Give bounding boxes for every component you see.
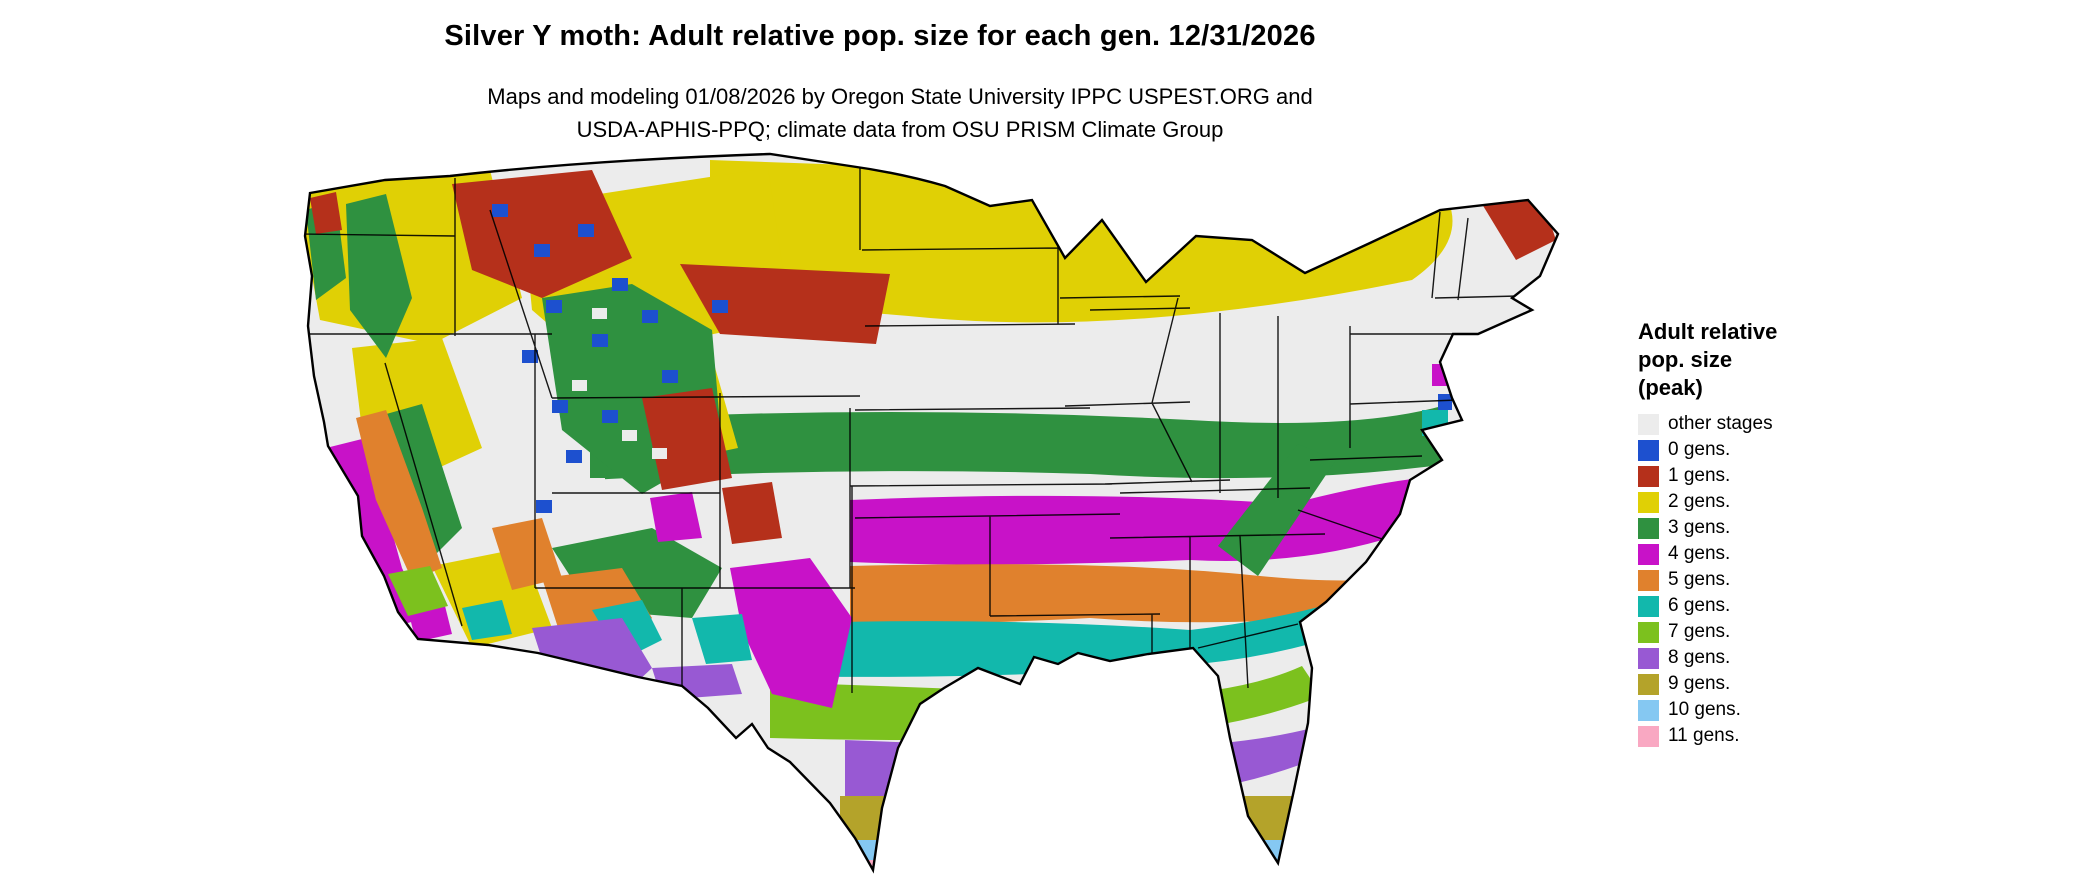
legend-swatch <box>1638 543 1659 565</box>
band-4-gens <box>850 476 1462 565</box>
west-7-gens-patch <box>388 566 448 616</box>
legend-item-label: 6 gens. <box>1668 595 1731 616</box>
legend-item: other stages <box>1638 411 1888 437</box>
appalachian-3-gens-patch <box>1218 444 1336 576</box>
legend-item: 2 gens. <box>1638 489 1888 515</box>
subtitle-line-2: USDA-APHIS-PPQ; climate data from OSU PR… <box>576 117 1224 142</box>
maine-1-gens-patch <box>1482 198 1556 260</box>
legend-item-label: 11 gens. <box>1668 725 1740 746</box>
legend-swatch <box>1638 647 1659 669</box>
legend-item: 4 gens. <box>1638 541 1888 567</box>
legend-item-label: other stages <box>1668 413 1773 434</box>
legend-item: 3 gens. <box>1638 515 1888 541</box>
subtitle-line-1: Maps and modeling 01/08/2026 by Oregon S… <box>487 84 1313 109</box>
band-9-gens <box>840 796 1340 842</box>
west-0-gens-speckles <box>492 204 728 513</box>
legend-item: 9 gens. <box>1638 671 1888 697</box>
legend-item-label: 1 gens. <box>1668 465 1731 486</box>
legend-swatch <box>1638 595 1659 617</box>
band-5-gens <box>850 564 1426 624</box>
us-outline <box>303 152 1560 874</box>
legend-swatch <box>1638 699 1659 721</box>
legend-item-label: 5 gens. <box>1668 569 1731 590</box>
legend-item: 8 gens. <box>1638 645 1888 671</box>
legend-item-label: 9 gens. <box>1668 673 1731 694</box>
legend-item-label: 8 gens. <box>1668 647 1731 668</box>
legend-swatch <box>1638 465 1659 487</box>
map-area <box>290 148 1590 892</box>
legend-item-label: 0 gens. <box>1668 439 1731 460</box>
legend-swatch <box>1638 569 1659 591</box>
legend-title-line-2: pop. size <box>1638 347 1733 372</box>
us-map <box>303 152 1560 874</box>
legend-swatch <box>1638 439 1659 461</box>
legend-item-label: 10 gens. <box>1668 699 1741 720</box>
page-subtitle: Maps and modeling 01/08/2026 by Oregon S… <box>80 80 1720 146</box>
delmarva-0-gens-patch <box>1438 394 1452 410</box>
legend-swatch <box>1638 491 1659 513</box>
legend-swatch <box>1638 517 1659 539</box>
legend-item: 6 gens. <box>1638 593 1888 619</box>
legend: Adult relative pop. size (peak) other st… <box>1638 318 1888 749</box>
legend-swatch <box>1638 725 1659 747</box>
legend-swatch <box>1638 673 1659 695</box>
legend-item: 1 gens. <box>1638 463 1888 489</box>
legend-item: 0 gens. <box>1638 437 1888 463</box>
delmarva-6-gens-patch <box>1422 410 1448 436</box>
legend-item-label: 2 gens. <box>1668 491 1731 512</box>
legend-item: 11 gens. <box>1638 723 1888 749</box>
legend-item-label: 7 gens. <box>1668 621 1731 642</box>
legend-title-line-1: Adult relative <box>1638 319 1778 344</box>
legend-item: 7 gens. <box>1638 619 1888 645</box>
band-3-gens <box>590 406 1456 480</box>
legend-swatch <box>1638 413 1659 435</box>
legend-title: Adult relative pop. size (peak) <box>1638 318 1888 402</box>
band-6-gens <box>770 586 1404 677</box>
west-1-gens-patches <box>310 170 890 544</box>
page-title: Silver Y moth: Adult relative pop. size … <box>444 20 1316 52</box>
legend-items: other stages 0 gens. 1 gens. 2 gens. 3 gens.… <box>1638 411 1888 749</box>
legend-title-line-3: (peak) <box>1638 375 1703 400</box>
band-11-gens <box>840 860 1340 870</box>
legend-item-label: 4 gens. <box>1668 543 1731 564</box>
west-other-stage-peaks <box>572 308 667 489</box>
legend-item-label: 3 gens. <box>1668 517 1731 538</box>
legend-swatch <box>1638 621 1659 643</box>
legend-item: 5 gens. <box>1638 567 1888 593</box>
legend-item: 10 gens. <box>1638 697 1888 723</box>
